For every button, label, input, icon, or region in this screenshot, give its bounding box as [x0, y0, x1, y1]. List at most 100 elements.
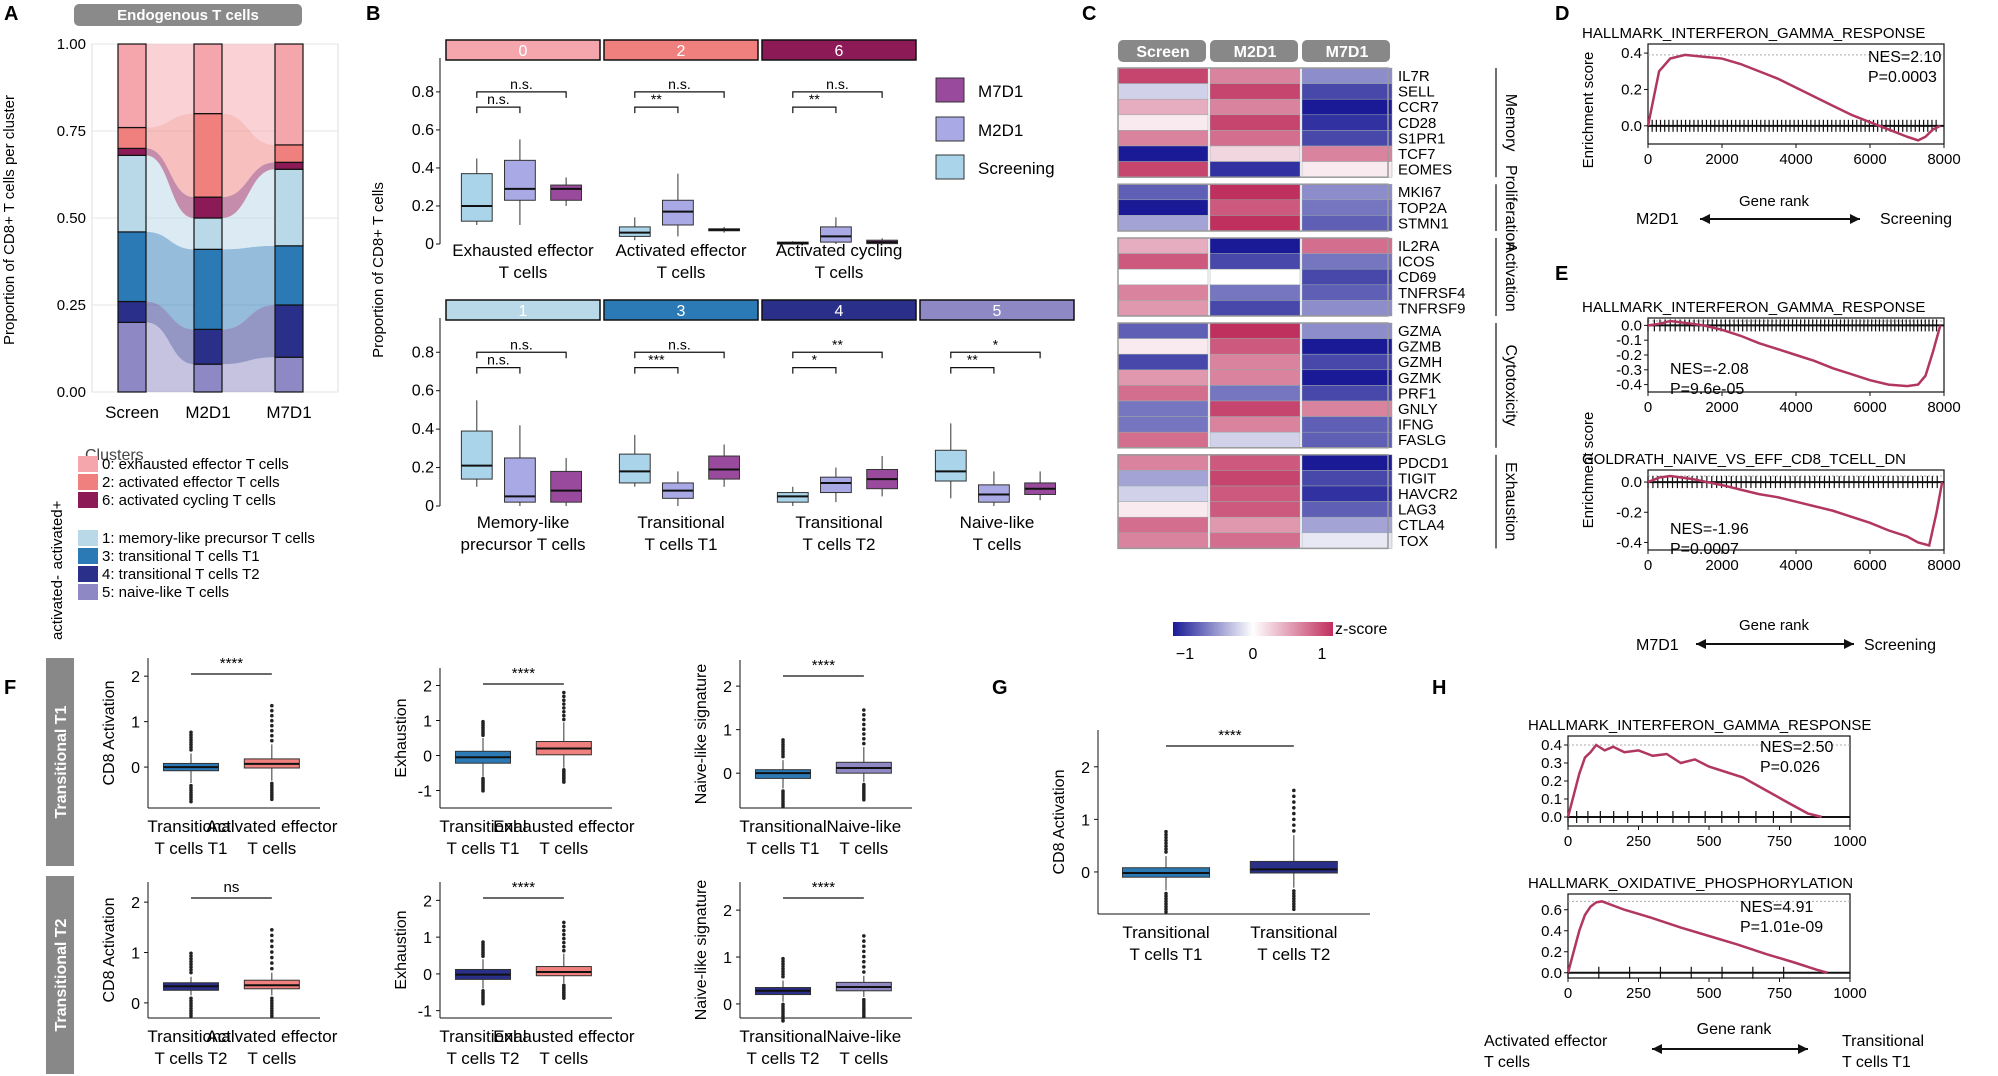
outlier-point — [1164, 894, 1168, 898]
heatmap-group-frame — [1117, 454, 1389, 550]
bar-cluster-5 — [193, 363, 223, 393]
gsea-frame — [1647, 469, 1945, 551]
outlier-point — [781, 962, 785, 966]
legend-swatch — [78, 584, 98, 600]
bar-cluster-4 — [274, 304, 304, 358]
heatmap-cell — [1209, 98, 1301, 116]
flow-cluster-3 — [146, 231, 194, 330]
box — [504, 457, 536, 503]
x-category-label: Exhausted effector — [493, 1027, 635, 1046]
x-category-label: T cells T1 — [1129, 945, 1202, 964]
x-tick-label: 4000 — [1779, 557, 1812, 574]
outlier-point — [189, 743, 193, 747]
flow-cluster-0 — [146, 44, 194, 128]
outlier-point — [270, 933, 274, 938]
legend-swatch — [78, 566, 98, 582]
outlier-point — [270, 1006, 274, 1011]
enrichment-curve — [1647, 474, 1944, 548]
y-tick-label: 0.00 — [57, 384, 86, 401]
group-label: Exhaustion — [1502, 462, 1519, 541]
outlier-point — [270, 1009, 274, 1013]
outlier-point — [862, 949, 866, 954]
x-category-label: Transitional — [439, 817, 526, 836]
heatmap-cell — [1301, 416, 1393, 433]
legend-swatch — [935, 77, 965, 103]
outlier-point — [481, 789, 485, 793]
heatmap-row-label: GZMK — [1398, 370, 1441, 387]
heatmap-cell — [1117, 485, 1209, 502]
x-category-label: Transitional — [637, 513, 724, 532]
x-category-label: T cells T2 — [1257, 945, 1330, 964]
outlier-point — [270, 1004, 274, 1008]
nes-label: NES=-2.08 — [1670, 361, 1749, 378]
bar-cluster-4 — [117, 300, 147, 323]
panel-h-left-1: Activated effector — [1484, 1033, 1608, 1050]
y-tick-label: 0.0 — [1541, 809, 1562, 826]
y-tick-label: 0 — [131, 996, 140, 1013]
bar-cluster-6 — [193, 196, 223, 219]
legend-label: 5: naive-like T cells — [102, 584, 229, 601]
heatmap-cell — [1117, 199, 1209, 216]
outlier-point — [270, 966, 274, 971]
x-tick-label: 0 — [1644, 399, 1652, 416]
heatmap-cell — [1209, 300, 1301, 317]
outlier-point — [270, 928, 274, 932]
outlier-point — [562, 717, 566, 722]
heatmap-cell — [1209, 237, 1301, 254]
outlier-point — [562, 928, 566, 933]
sig-label: * — [812, 352, 818, 368]
bar-cluster-6 — [117, 147, 147, 156]
heatmap-cell — [1301, 253, 1393, 270]
y-tick-label: 0.0 — [1621, 474, 1642, 491]
outlier-point — [1164, 902, 1168, 906]
heatmap-cell — [1209, 416, 1301, 433]
x-tick-label: 8000 — [1927, 557, 1960, 574]
heatmap-cell — [1301, 114, 1393, 131]
x-category-label: T cells T1 — [644, 535, 717, 554]
heatmap-cell — [1209, 369, 1301, 386]
sig-label: n.s. — [510, 76, 533, 92]
outlier-point — [1292, 788, 1296, 793]
outlier-point — [862, 717, 866, 722]
outlier-point — [1292, 891, 1296, 896]
x-category-label: Transitional — [1122, 923, 1209, 942]
y-tick-label: 0.75 — [57, 123, 86, 140]
heatmap-row-label: TOX — [1398, 533, 1429, 550]
panel-e-right: Screening — [1864, 637, 1936, 654]
outlier-point — [1164, 850, 1168, 854]
y-tick-label: 1 — [723, 950, 732, 967]
strip-b — [919, 299, 1075, 321]
heatmap-cell — [1209, 284, 1301, 301]
outlier-point — [189, 1006, 193, 1011]
outlier-point — [781, 972, 785, 976]
strip-b — [603, 299, 759, 321]
heatmap-row-label: MKI67 — [1398, 184, 1441, 201]
heatmap-cell — [1301, 532, 1393, 549]
heatmap-group-frame — [1117, 183, 1389, 232]
outlier-point — [1164, 907, 1168, 912]
sig-label: ** — [651, 91, 662, 107]
heatmap-row-label: TNFRSF9 — [1398, 300, 1466, 317]
heatmap-cell — [1301, 385, 1393, 402]
x-tick-label: M2D1 — [185, 403, 230, 422]
sig-bracket — [792, 106, 837, 114]
heatmap-cell — [1301, 67, 1393, 84]
outlier-point — [1164, 841, 1168, 846]
outlier-point — [270, 733, 274, 738]
y-tick-label: -1 — [418, 1004, 432, 1021]
outlier-point — [1292, 899, 1296, 904]
y-tick-label: 0.2 — [412, 460, 434, 477]
sig-bracket — [476, 106, 521, 114]
y-tick-label: 1 — [131, 946, 140, 963]
box — [460, 430, 493, 480]
panel-d-right: Screening — [1880, 211, 1952, 228]
y-tick-label: 1 — [423, 714, 432, 731]
y-tick-label: 0.8 — [412, 344, 434, 361]
outlier-point — [1164, 838, 1168, 843]
y-tick-label: 0.3 — [1541, 755, 1562, 772]
x-category-label: Transitional — [739, 1027, 826, 1046]
heatmap-cell — [1117, 183, 1209, 201]
x-tick-label: Screen — [105, 403, 159, 422]
outlier-point — [270, 713, 274, 718]
x-tick-label: 250 — [1626, 833, 1651, 850]
